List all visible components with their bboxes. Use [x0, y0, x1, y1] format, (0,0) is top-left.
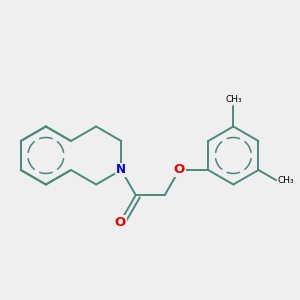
Text: CH₃: CH₃: [225, 95, 242, 104]
Text: N: N: [116, 164, 126, 176]
Text: O: O: [115, 216, 126, 229]
Text: O: O: [174, 164, 185, 176]
Text: CH₃: CH₃: [278, 176, 294, 185]
